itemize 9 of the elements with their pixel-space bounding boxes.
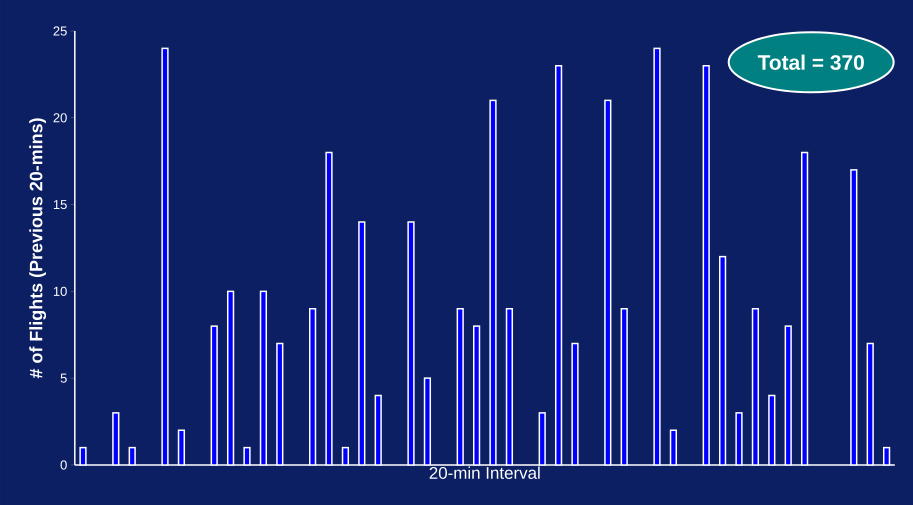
y-tick-label: 10 xyxy=(54,286,67,296)
y-tick-label: 5 xyxy=(60,374,67,383)
annotation: Total = 370 xyxy=(758,54,864,70)
y-tick-label: 0 xyxy=(60,460,67,470)
y-tick-label: 15 xyxy=(54,200,67,210)
y-axis-title: # of Flights (Previous 20-mins) xyxy=(29,118,46,378)
y-tick-label: 25 xyxy=(54,26,67,36)
x-axis-title: 20-min Interval xyxy=(430,466,540,479)
y-tick-label: 20 xyxy=(54,113,67,122)
